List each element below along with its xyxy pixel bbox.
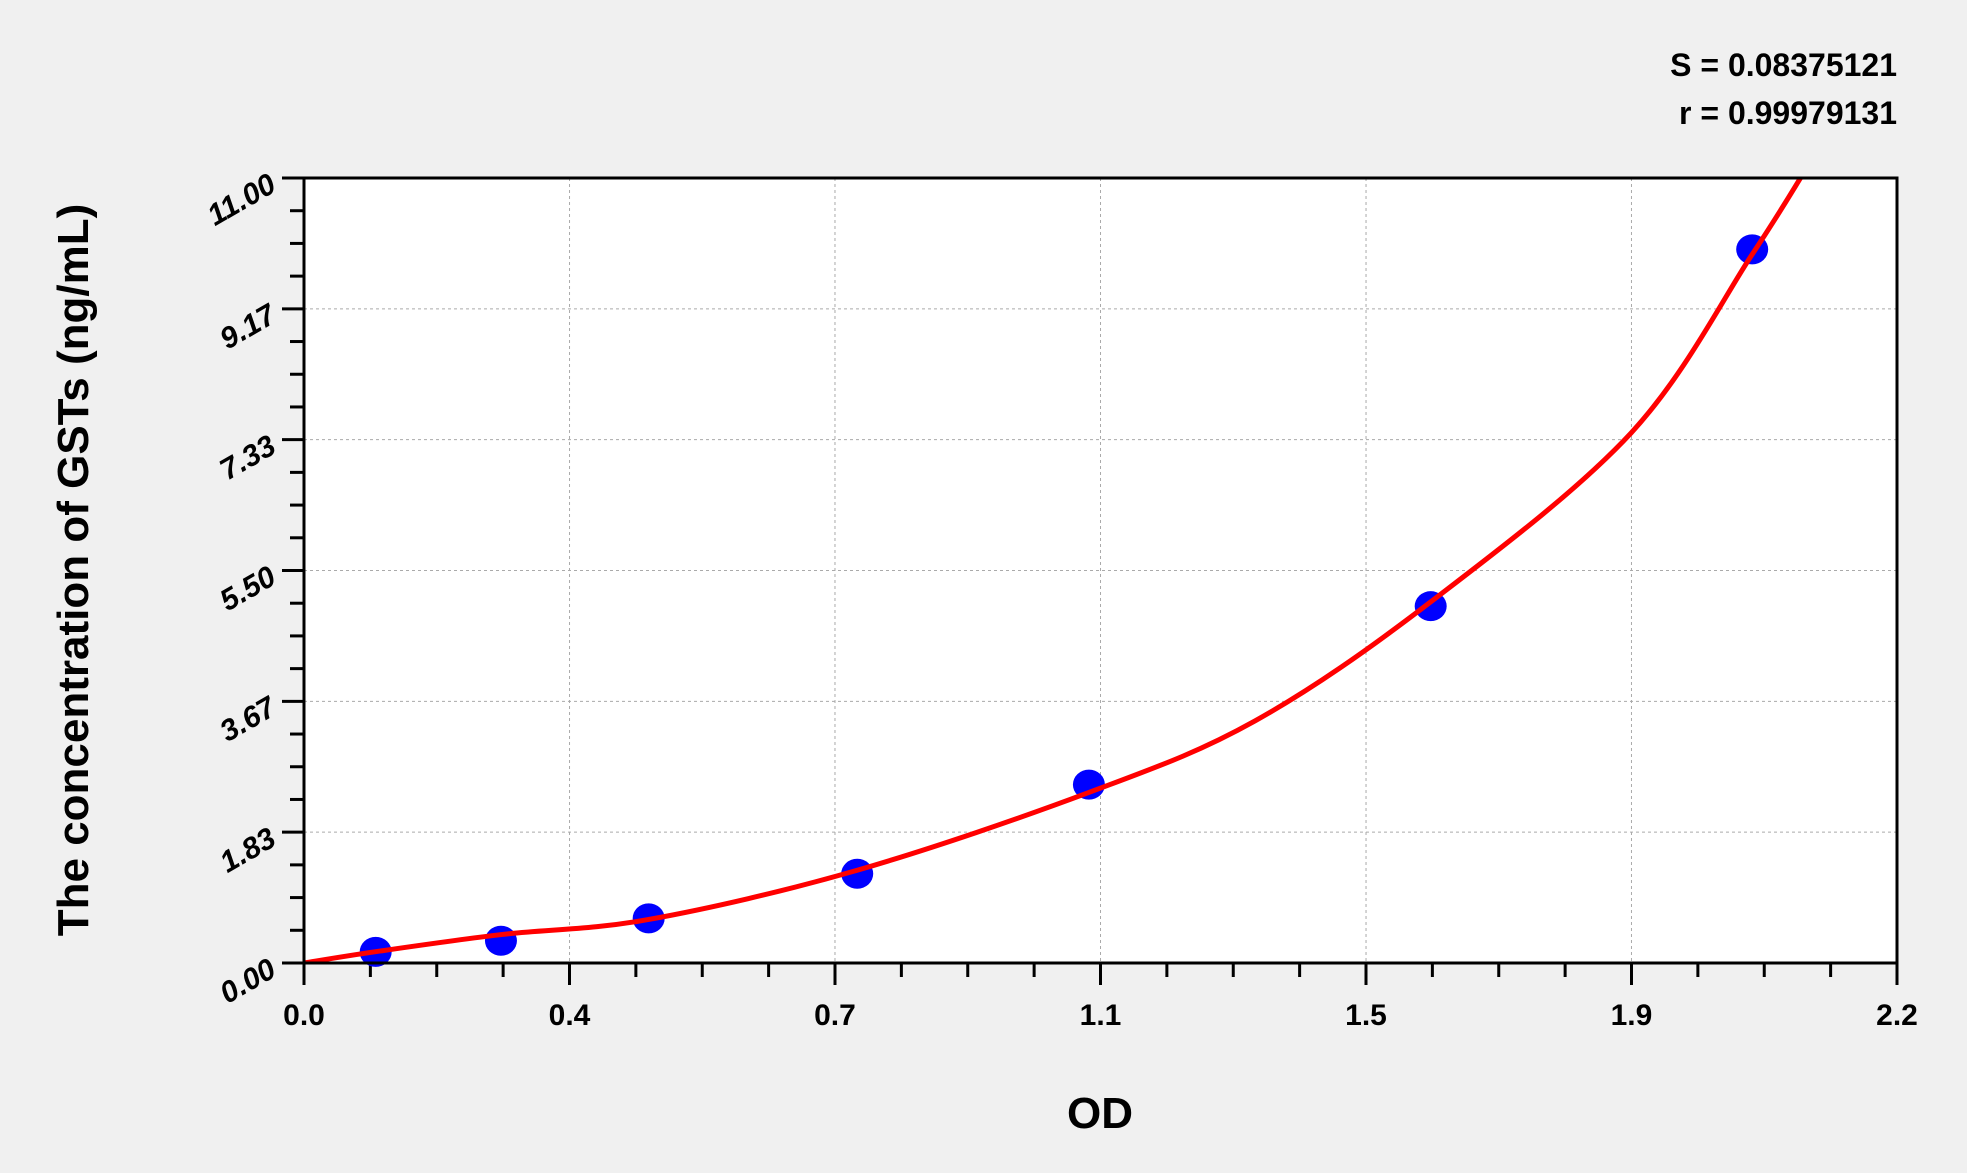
fit-curve-group xyxy=(304,178,1804,963)
x-tick-label: 1.9 xyxy=(1611,999,1653,1032)
stat-s: S = 0.08375121 xyxy=(1670,47,1897,83)
axis-ticks xyxy=(282,176,1899,985)
y-tick-label: 11.00 xyxy=(202,167,282,232)
x-tick-label: 0.4 xyxy=(549,999,591,1032)
y-tick-label: 1.83 xyxy=(214,821,281,879)
y-tick-labels: 0.00 1.83 3.67 5.50 7.33 9.17 11.00 xyxy=(202,167,283,1010)
plot-border xyxy=(302,176,1899,965)
y-tick-label: 9.17 xyxy=(214,298,282,356)
grid-lines xyxy=(304,178,1897,963)
y-tick-label: 5.50 xyxy=(214,560,281,618)
y-tick-label: 7.33 xyxy=(214,429,281,487)
x-tick-labels: 0.0 0.4 0.7 1.1 1.5 1.9 2.2 xyxy=(283,999,1918,1032)
x-tick-label: 0.7 xyxy=(814,999,856,1032)
stat-r: r = 0.99979131 xyxy=(1679,95,1897,131)
x-tick-label: 1.5 xyxy=(1345,999,1387,1032)
x-tick-label: 2.2 xyxy=(1876,999,1918,1032)
x-axis-title: OD xyxy=(1067,1089,1133,1138)
y-axis-title: The concentration of GSTs (ng/mL) xyxy=(49,204,98,937)
x-tick-label: 0.0 xyxy=(283,999,325,1032)
y-tick-label: 0.00 xyxy=(214,952,281,1010)
x-tick-label: 1.1 xyxy=(1080,999,1122,1032)
data-point xyxy=(484,925,517,956)
y-tick-label: 3.67 xyxy=(214,690,282,748)
fit-curve-line xyxy=(304,178,1804,963)
